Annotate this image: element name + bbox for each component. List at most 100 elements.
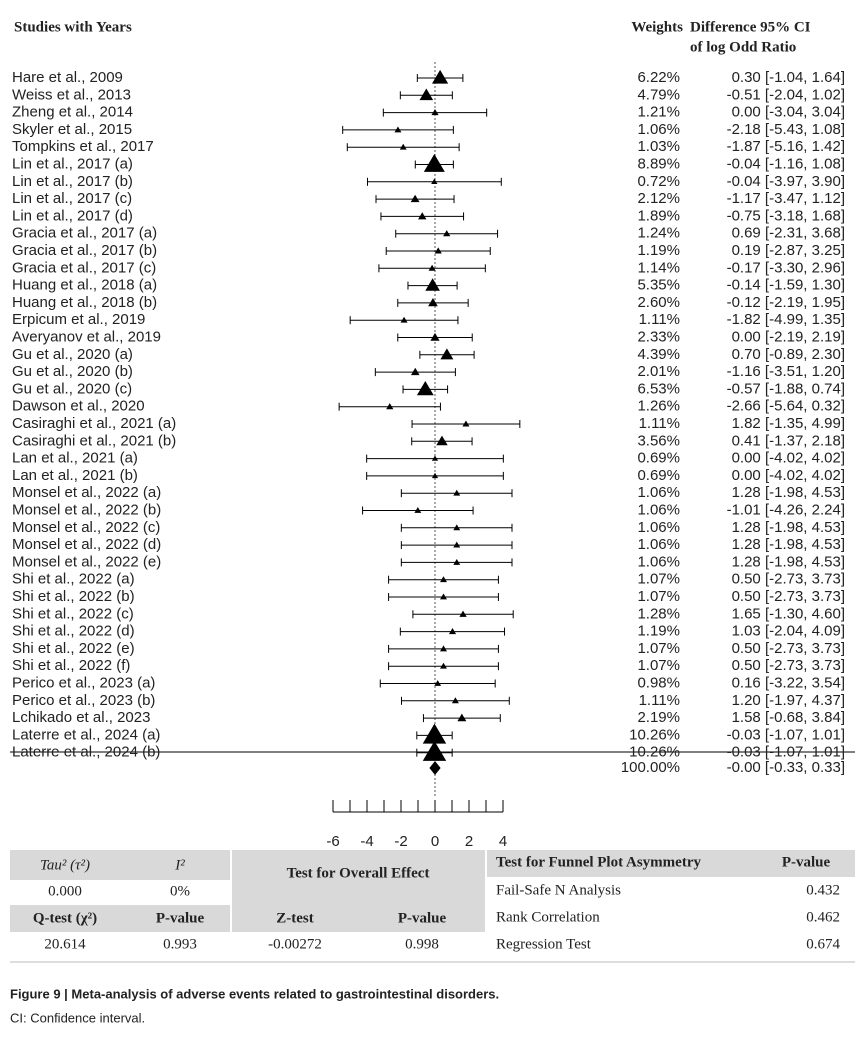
- point-estimate: [453, 558, 461, 565]
- x-tick-label: -4: [360, 833, 373, 850]
- point-estimate: [453, 524, 461, 531]
- point-estimate: [448, 628, 457, 635]
- point-estimate: [434, 680, 442, 686]
- study-label: Lan et al., 2021 (b): [12, 467, 138, 484]
- weight-label: 1.19%: [637, 242, 680, 259]
- weight-label: 1.07%: [637, 640, 680, 657]
- ci-label: 1.28 [-1.98, 4.53]: [732, 484, 845, 501]
- ci-label: -2.18 [-5.43, 1.08]: [727, 121, 845, 138]
- study-label: Lin et al., 2017 (d): [12, 207, 133, 224]
- study-label: Huang et al., 2018 (b): [12, 294, 157, 311]
- weight-label: 1.06%: [637, 484, 680, 501]
- weight-label: 6.53%: [637, 380, 680, 397]
- point-estimate: [425, 278, 440, 291]
- study-label: Erpicum et al., 2019: [12, 311, 145, 328]
- ci-label: -1.82 [-4.99, 1.35]: [727, 311, 845, 328]
- point-estimate: [440, 348, 454, 360]
- weight-label: 0.69%: [637, 467, 680, 484]
- weight-header: Weights: [631, 19, 683, 35]
- ci-label: -0.03 [-1.07, 1.01]: [727, 744, 845, 761]
- weight-label: 1.07%: [637, 571, 680, 588]
- point-estimate: [410, 194, 420, 203]
- study-label: Gracia et al., 2017 (c): [12, 259, 156, 276]
- weight-label: 0.72%: [637, 173, 680, 190]
- study-label: Perico et al., 2023 (b): [12, 692, 155, 709]
- point-estimate: [423, 153, 445, 172]
- caption-note: CI: Confidence interval.: [10, 1010, 145, 1025]
- point-estimate: [418, 212, 427, 220]
- weight-label: 1.06%: [637, 519, 680, 536]
- weight-label: 1.89%: [637, 207, 680, 224]
- ci-label: -1.01 [-4.26, 2.24]: [727, 501, 845, 518]
- study-label: Hare et al., 2009: [12, 69, 123, 86]
- study-label: Gu et al., 2020 (b): [12, 363, 133, 380]
- table-header-bg: [232, 905, 485, 932]
- weight-label: 10.26%: [629, 744, 680, 761]
- weight-label: 1.07%: [637, 588, 680, 605]
- study-label: Shi et al., 2022 (d): [12, 623, 135, 640]
- weight-label: 1.06%: [637, 536, 680, 553]
- summary-weight: 100.00%: [621, 759, 680, 776]
- ci-label: 1.82 [-1.35, 4.99]: [732, 415, 845, 432]
- point-estimate: [440, 576, 447, 583]
- study-label: Shi et al., 2022 (c): [12, 605, 134, 622]
- study-label: Monsel et al., 2022 (e): [12, 553, 161, 570]
- point-estimate: [400, 316, 408, 323]
- x-tick-label: 2: [465, 833, 473, 850]
- point-estimate: [440, 593, 447, 600]
- study-label: Laterre et al., 2024 (a): [12, 726, 160, 743]
- point-estimate: [414, 507, 422, 513]
- weight-label: 2.60%: [637, 294, 680, 311]
- weight-label: 1.21%: [637, 104, 680, 121]
- weight-label: 8.89%: [637, 155, 680, 172]
- weight-label: 1.11%: [639, 692, 680, 709]
- table-header-bg: [10, 850, 230, 880]
- point-estimate: [394, 126, 402, 133]
- study-label: Monsel et al., 2022 (d): [12, 536, 161, 553]
- ci-label: -0.03 [-1.07, 1.01]: [727, 726, 845, 743]
- ci-label: 0.00 [-2.19, 2.19]: [732, 328, 845, 345]
- ci-label: -0.12 [-2.19, 1.95]: [727, 294, 845, 311]
- ci-label: -0.51 [-2.04, 1.02]: [727, 86, 845, 103]
- table-cell: Fail-Safe N Analysis: [496, 882, 621, 898]
- weight-label: 0.69%: [637, 450, 680, 467]
- ci-label: -0.14 [-1.59, 1.30]: [727, 277, 845, 294]
- table-cell: 0.674: [806, 936, 840, 952]
- point-estimate: [457, 713, 467, 722]
- table-header: Test for Funnel Plot Asymmetry: [496, 854, 701, 870]
- ci-label: -1.16 [-3.51, 1.20]: [727, 363, 845, 380]
- ci-label: 1.03 [-2.04, 4.09]: [732, 623, 845, 640]
- weight-label: 1.24%: [637, 225, 680, 242]
- point-estimate: [428, 298, 438, 307]
- study-label: Lan et al., 2021 (a): [12, 450, 138, 467]
- table-cell: Rank Correlation: [496, 909, 600, 925]
- point-estimate: [428, 264, 436, 271]
- point-estimate: [453, 489, 461, 496]
- table-cell: 0%: [170, 883, 190, 899]
- weight-label: 1.11%: [639, 415, 680, 432]
- point-estimate: [431, 472, 439, 479]
- weight-label: 1.07%: [637, 657, 680, 674]
- point-estimate: [440, 645, 447, 652]
- x-tick-label: 0: [431, 833, 439, 850]
- weight-label: 2.01%: [637, 363, 680, 380]
- study-label: Shi et al., 2022 (b): [12, 588, 135, 605]
- study-label: Weiss et al., 2013: [12, 86, 131, 103]
- table-header: I²: [174, 857, 185, 873]
- point-estimate: [453, 541, 461, 548]
- ci-label: 0.41 [-1.37, 2.18]: [732, 432, 845, 449]
- summary-ci: -0.00 [-0.33, 0.33]: [727, 759, 845, 776]
- study-label: Laterre et al., 2024 (b): [12, 744, 160, 761]
- study-label: Shi et al., 2022 (f): [12, 657, 130, 674]
- ci-label: 0.00 [-4.02, 4.02]: [732, 467, 845, 484]
- table-header: Q-test (χ²): [33, 910, 97, 926]
- weight-label: 1.26%: [637, 398, 680, 415]
- study-label: Dawson et al., 2020: [12, 398, 145, 415]
- point-estimate: [399, 143, 407, 150]
- ci-label: 1.28 [-1.98, 4.53]: [732, 519, 845, 536]
- ci-label: -0.75 [-3.18, 1.68]: [727, 207, 845, 224]
- difference-header: of log Odd Ratio: [690, 39, 796, 55]
- table-cell: 0.998: [405, 936, 439, 952]
- ci-label: 0.30 [-1.04, 1.64]: [732, 69, 845, 86]
- point-estimate: [416, 381, 434, 396]
